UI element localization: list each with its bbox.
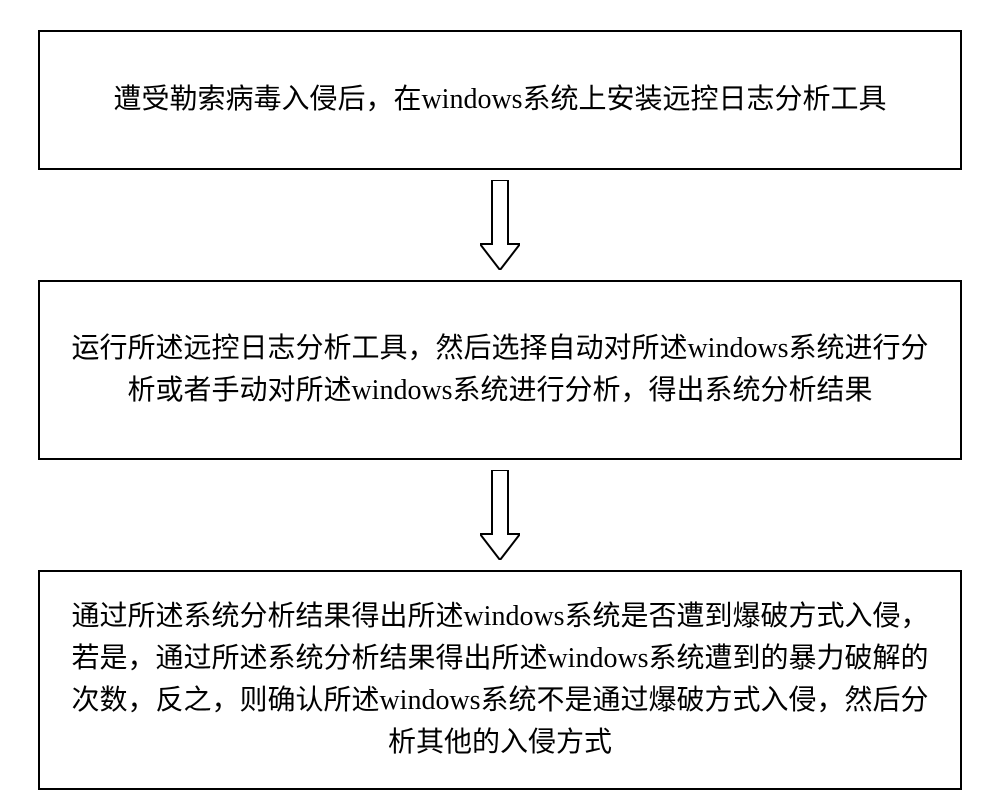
flow-arrow-2-3 [0,470,1000,560]
flow-step-2-text: 运行所述远控日志分析工具，然后选择自动对所述windows系统进行分析或者手动对… [64,328,936,412]
flow-arrow-1-2 [0,180,1000,270]
flow-step-2: 运行所述远控日志分析工具，然后选择自动对所述windows系统进行分析或者手动对… [38,280,962,460]
flow-step-3-text: 通过所述系统分析结果得出所述windows系统是否遭到爆破方式入侵，若是，通过所… [64,596,936,764]
flowchart-canvas: 遭受勒索病毒入侵后，在windows系统上安装远控日志分析工具 运行所述远控日志… [0,0,1000,803]
flow-step-3: 通过所述系统分析结果得出所述windows系统是否遭到爆破方式入侵，若是，通过所… [38,570,962,790]
flow-step-1-text: 遭受勒索病毒入侵后，在windows系统上安装远控日志分析工具 [113,79,886,121]
flow-step-1: 遭受勒索病毒入侵后，在windows系统上安装远控日志分析工具 [38,30,962,170]
